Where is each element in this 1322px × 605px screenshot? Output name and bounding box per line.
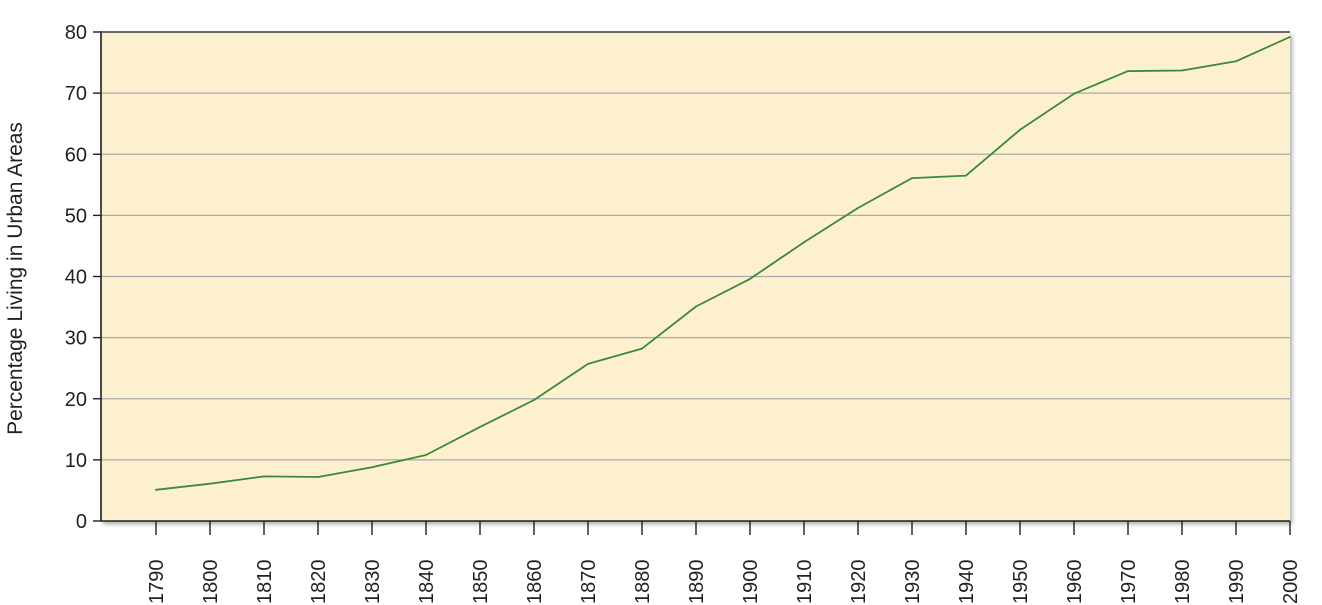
y-tick-label: 20 — [65, 389, 87, 411]
data-point — [155, 488, 157, 491]
y-tick-label: 0 — [76, 511, 87, 533]
x-tick-label: 1880 — [632, 560, 654, 605]
data-point — [1019, 128, 1021, 131]
x-tick-label: 1940 — [956, 560, 978, 605]
x-tick-label: 1830 — [362, 560, 384, 605]
y-axis-ticks: 0 10 20 30 40 50 60 70 80 — [65, 22, 101, 533]
data-point — [1127, 70, 1129, 73]
x-tick-label: 1950 — [1010, 560, 1032, 605]
x-tick-label: 1810 — [254, 560, 276, 605]
x-tick-label: 1960 — [1064, 560, 1086, 605]
data-point — [533, 399, 535, 401]
data-point — [1235, 60, 1237, 63]
x-tick-label: 1820 — [308, 560, 330, 605]
x-tick-label: 1890 — [686, 560, 708, 605]
x-tick-label: 1970 — [1118, 560, 1140, 605]
data-point — [425, 454, 427, 456]
y-tick-label: 10 — [65, 450, 87, 472]
y-tick-label: 30 — [65, 328, 87, 350]
data-point — [263, 475, 265, 478]
series-layer — [155, 35, 1291, 491]
x-tick-label: 2000 — [1280, 560, 1302, 605]
y-tick-label: 60 — [65, 144, 87, 166]
x-tick-label: 1790 — [146, 560, 168, 605]
y-tick-label: 50 — [65, 205, 87, 227]
x-tick-label: 1910 — [794, 560, 816, 605]
series-line — [155, 36, 1291, 491]
data-point — [479, 425, 481, 428]
data-point — [371, 466, 373, 469]
x-tick-label: 1900 — [740, 560, 762, 605]
data-point — [911, 177, 913, 179]
data-point — [1181, 69, 1183, 72]
y-tick-label: 80 — [65, 22, 87, 44]
y-axis-title: Percentage Living in Urban Areas — [4, 122, 27, 435]
x-axis-ticks: 1790 1800 1810 1820 1830 1840 1850 1860 1870 1880… — [146, 521, 1302, 604]
data-point — [641, 347, 643, 350]
y-tick-label: 40 — [65, 267, 87, 289]
data-point — [317, 476, 319, 478]
x-tick-label: 1870 — [578, 560, 600, 605]
x-tick-label: 1840 — [416, 560, 438, 605]
data-point — [695, 305, 697, 308]
x-tick-label: 1930 — [902, 560, 924, 605]
x-tick-label: 1980 — [1172, 560, 1194, 605]
gridlines — [101, 92, 1290, 461]
data-point — [587, 363, 589, 365]
data-point — [209, 482, 211, 485]
data-point — [749, 278, 751, 280]
data-point — [965, 174, 967, 177]
data-point — [857, 207, 859, 209]
x-tick-label: 1860 — [524, 560, 546, 605]
data-point — [1289, 35, 1291, 38]
x-tick-label: 1990 — [1226, 560, 1248, 605]
data-point — [1073, 92, 1075, 95]
x-tick-label: 1800 — [200, 560, 222, 605]
x-tick-label: 1920 — [848, 560, 870, 605]
x-tick-label: 1850 — [470, 560, 492, 605]
y-tick-label: 70 — [65, 83, 87, 105]
data-point — [803, 241, 805, 244]
